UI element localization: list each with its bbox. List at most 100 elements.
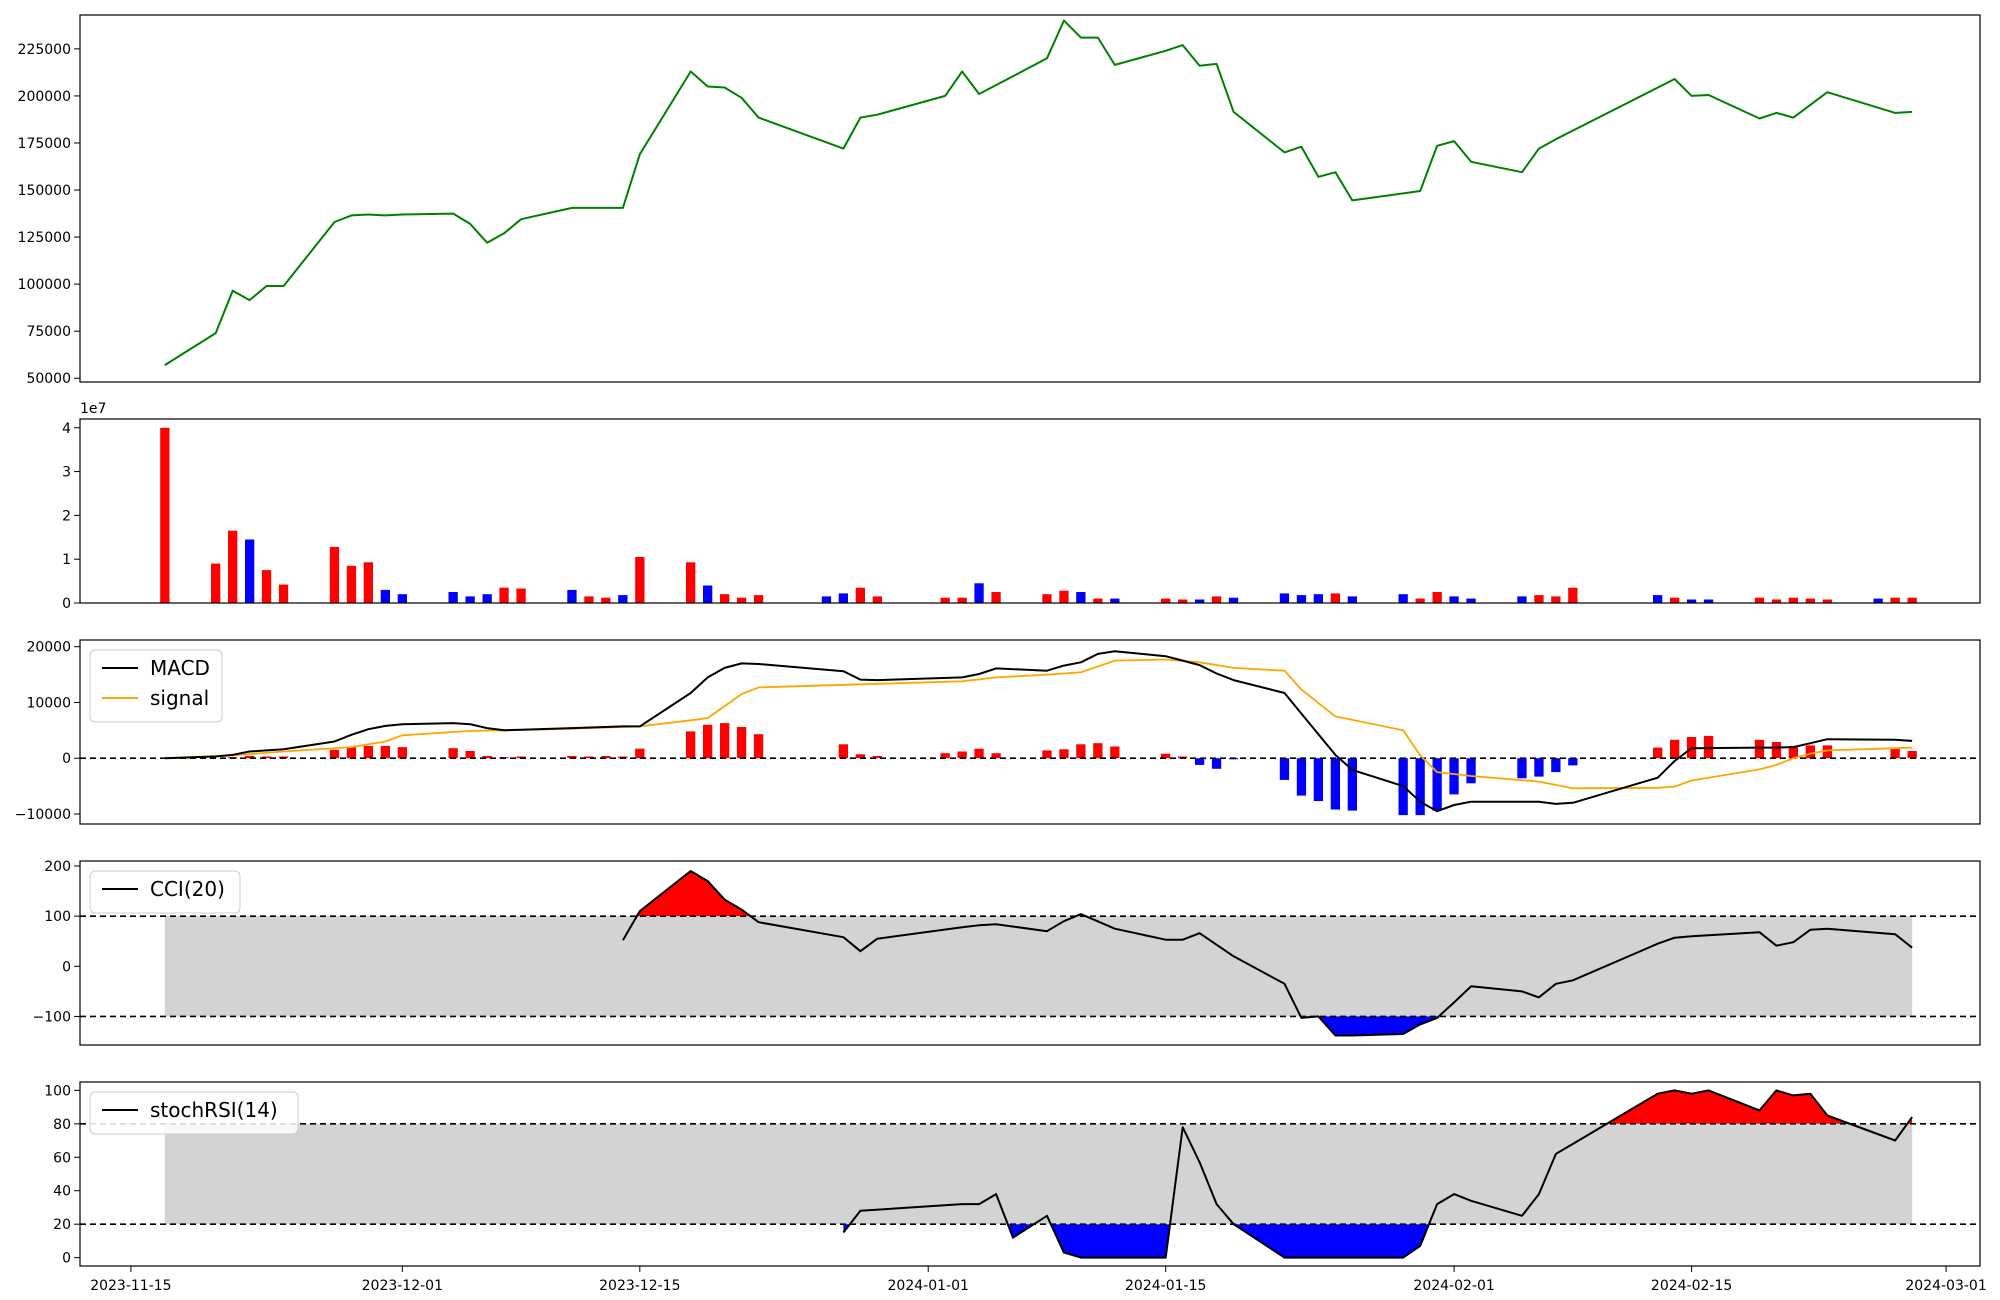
- axes-frame: [79, 860, 1981, 1046]
- y-tick-label: 125000: [18, 230, 71, 246]
- macd-histogram-bar: [1313, 758, 1323, 802]
- volume-bar: [1754, 597, 1765, 603]
- y-tick-label: 50000: [26, 371, 71, 387]
- macd-histogram-bar: [1330, 758, 1340, 810]
- price-panel: 50000 75000 100000 125000 150000 175000 200000…: [18, 14, 1981, 387]
- macd-histogram-bar: [1042, 750, 1052, 759]
- y-tick-label: 0: [62, 959, 71, 975]
- volume-bar: [465, 596, 475, 603]
- volume-bar: [1110, 598, 1120, 603]
- macd-histogram-bar: [1653, 747, 1663, 759]
- volume-bar: [584, 596, 594, 603]
- volume-bar: [1771, 599, 1782, 603]
- volume-bar: [380, 589, 390, 603]
- legend-box: [89, 870, 241, 914]
- volume-bar: [228, 530, 238, 603]
- y-tick-label: 0: [62, 596, 71, 612]
- x-tick-label: 2024-02-01: [1413, 1278, 1494, 1294]
- oversold-fill: [1233, 1224, 1429, 1258]
- volume-bar: [516, 588, 526, 603]
- macd-histogram-bar: [363, 745, 373, 759]
- y-tick-label: 75000: [26, 324, 71, 340]
- volume-bar: [397, 594, 407, 603]
- volume-bar: [720, 594, 730, 603]
- legend-label: CCI(20): [150, 877, 225, 901]
- macd-histogram-bar: [618, 756, 628, 759]
- volume-bar: [1432, 592, 1442, 603]
- neutral-band: [164, 1123, 1913, 1225]
- volume-bar: [1788, 597, 1798, 603]
- volume-bar: [1076, 592, 1086, 603]
- legend-label: MACD: [150, 656, 210, 680]
- macd-histogram-bar: [1771, 742, 1782, 759]
- macd-histogram-bar: [1551, 758, 1561, 773]
- volume-bar: [838, 593, 848, 603]
- price-line: [164, 19, 1913, 366]
- y-tick-label: 0: [62, 1251, 71, 1267]
- macd-histogram-bar: [1211, 758, 1222, 769]
- macd-histogram-bar: [584, 756, 594, 759]
- macd-histogram-bar: [957, 751, 967, 759]
- oversold-fill: [1050, 1224, 1171, 1258]
- x-tick-label: 2023-12-01: [362, 1278, 443, 1294]
- volume-bar: [1042, 594, 1052, 603]
- macd-histogram-bar: [1670, 739, 1680, 759]
- y-tick-label: 175000: [18, 136, 71, 152]
- macd-histogram-bar: [991, 753, 1001, 759]
- x-tick-label: 2024-01-15: [1125, 1278, 1206, 1294]
- x-tick-label: 2024-02-15: [1651, 1278, 1732, 1294]
- volume-bar: [346, 565, 357, 603]
- volume-bar: [1347, 596, 1357, 603]
- volume-bar: [703, 585, 713, 603]
- volume-offset-label: 1e7: [80, 401, 106, 417]
- volume-bar: [245, 539, 255, 603]
- volume-bar: [635, 557, 645, 603]
- macd-histogram-bar: [635, 748, 645, 759]
- macd-histogram-bar: [720, 723, 730, 759]
- macd-histogram-bar: [1788, 745, 1798, 759]
- y-tick-label: 100000: [18, 277, 71, 293]
- macd-histogram-bar: [1805, 745, 1815, 759]
- cci-panel: −100 0 100 200 CCI(20): [33, 859, 1981, 1046]
- y-tick-label: 4: [62, 421, 71, 437]
- volume-bar: [1296, 595, 1307, 603]
- macd-histogram-bar: [1076, 744, 1086, 759]
- volume-bar: [1211, 596, 1222, 603]
- y-tick-label: 80: [53, 1117, 71, 1133]
- volume-bar: [1805, 598, 1815, 603]
- macd-histogram-bar: [601, 756, 611, 759]
- macd-histogram-bar: [1432, 758, 1442, 811]
- y-tick-label: 10000: [26, 695, 71, 711]
- macd-histogram-bar: [346, 747, 357, 759]
- volume-bar: [1670, 597, 1680, 603]
- macd-histogram-bar: [838, 744, 848, 759]
- macd-histogram-bar: [380, 745, 390, 759]
- legend-box: [89, 1091, 299, 1135]
- y-tick-label: 1: [62, 552, 71, 568]
- y-tick-label: 100: [44, 909, 71, 925]
- signal-line: [164, 658, 1913, 790]
- macd-histogram-bar: [1703, 735, 1714, 759]
- volume-bar: [1093, 598, 1103, 603]
- volume-bar: [261, 570, 272, 603]
- macd-histogram-bar: [1178, 756, 1188, 759]
- y-tick-label: 225000: [18, 42, 71, 58]
- volume-bar: [1279, 593, 1290, 603]
- macd-histogram-bar: [261, 756, 272, 759]
- volume-bar: [957, 597, 967, 603]
- volume-bar: [1398, 594, 1408, 603]
- legend-label: stochRSI(14): [150, 1098, 278, 1122]
- macd-histogram-bar: [1534, 758, 1544, 777]
- macd-histogram-bar: [1822, 745, 1832, 759]
- macd-histogram-bar: [1347, 758, 1357, 811]
- y-tick-label: 100: [44, 1083, 71, 1099]
- indicator-line: [842, 1089, 1913, 1259]
- macd-histogram-bar: [465, 751, 475, 759]
- macd-histogram-bar: [278, 756, 289, 759]
- volume-panel: 0 1 2 3 4 1e7: [62, 401, 1981, 612]
- legend-label: signal: [150, 686, 209, 710]
- volume-bar: [1178, 599, 1188, 603]
- macd-panel: −10000 0 10000 20000 MACD signal: [15, 639, 1981, 825]
- volume-bar: [1703, 599, 1714, 603]
